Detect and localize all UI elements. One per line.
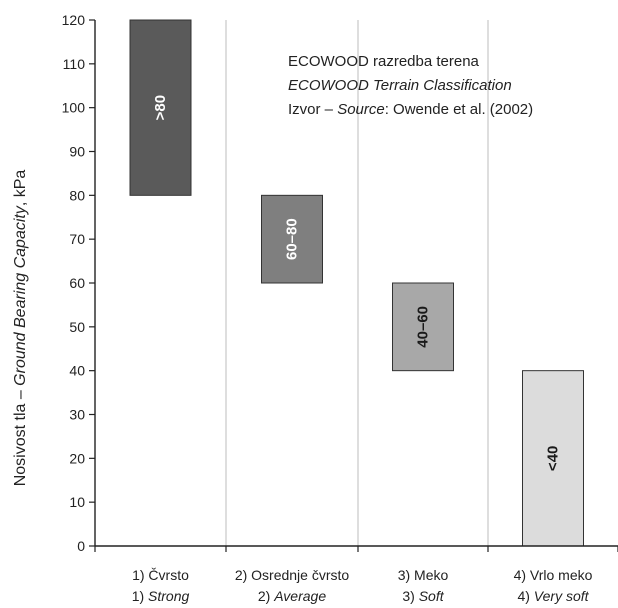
y-tick-label: 50 bbox=[69, 319, 85, 335]
category-label-en: 3) Soft bbox=[402, 588, 444, 604]
y-tick-label: 100 bbox=[62, 100, 86, 116]
bars: >80 60–80 40–60 <40 bbox=[129, 19, 584, 547]
y-tick-label: 80 bbox=[69, 187, 85, 203]
y-tick-label: 110 bbox=[63, 56, 86, 72]
y-axis-ticks: 0 10 20 30 40 50 60 70 80 90 100 110 120 bbox=[62, 12, 618, 554]
annotation-line-3: Izvor – Source: Owende et al. (2002) bbox=[288, 101, 533, 118]
y-tick-label: 60 bbox=[69, 275, 85, 291]
category-labels: 1) Čvrsto 1) Strong 2) Osrednje čvrsto 2) A… bbox=[132, 567, 593, 604]
y-tick-label: 20 bbox=[69, 450, 85, 466]
category-label-en: 1) Strong bbox=[132, 588, 190, 604]
y-tick-label: 30 bbox=[69, 407, 85, 423]
category-label-en: 2) Average bbox=[258, 588, 326, 604]
y-tick-label: 90 bbox=[69, 144, 85, 160]
bar bbox=[129, 19, 192, 196]
category-grid-lines bbox=[225, 20, 489, 546]
bar-value-label: <40 bbox=[545, 446, 562, 471]
annotation-line-1: ECOWOOD razredba terena bbox=[288, 53, 480, 70]
annotation-block: ECOWOOD razredba terena ECOWOOD Terrain … bbox=[288, 53, 533, 118]
y-tick-label: 70 bbox=[69, 231, 85, 247]
bar-value-label: 60–80 bbox=[284, 218, 301, 260]
category-label: 3) Meko bbox=[398, 567, 449, 583]
y-tick-label: 10 bbox=[69, 494, 85, 510]
bar bbox=[522, 370, 584, 547]
bar-value-label: >80 bbox=[152, 95, 169, 120]
y-tick-label: 0 bbox=[77, 538, 85, 554]
y-tick-label: 40 bbox=[69, 363, 85, 379]
category-label: 2) Osrednje čvrsto bbox=[235, 567, 350, 583]
category-label: 1) Čvrsto bbox=[132, 567, 189, 583]
annotation-line-2: ECOWOOD Terrain Classification bbox=[288, 77, 512, 94]
bar bbox=[261, 194, 323, 284]
bar-value-label: 40–60 bbox=[415, 306, 432, 348]
y-tick-label: 120 bbox=[62, 12, 86, 28]
category-label-en: 4) Very soft bbox=[517, 588, 589, 604]
y-axis-label: Nosivost tla – Ground Bearing Capacity, … bbox=[12, 170, 29, 487]
bar bbox=[392, 282, 454, 372]
category-label: 4) Vrlo meko bbox=[514, 567, 593, 583]
